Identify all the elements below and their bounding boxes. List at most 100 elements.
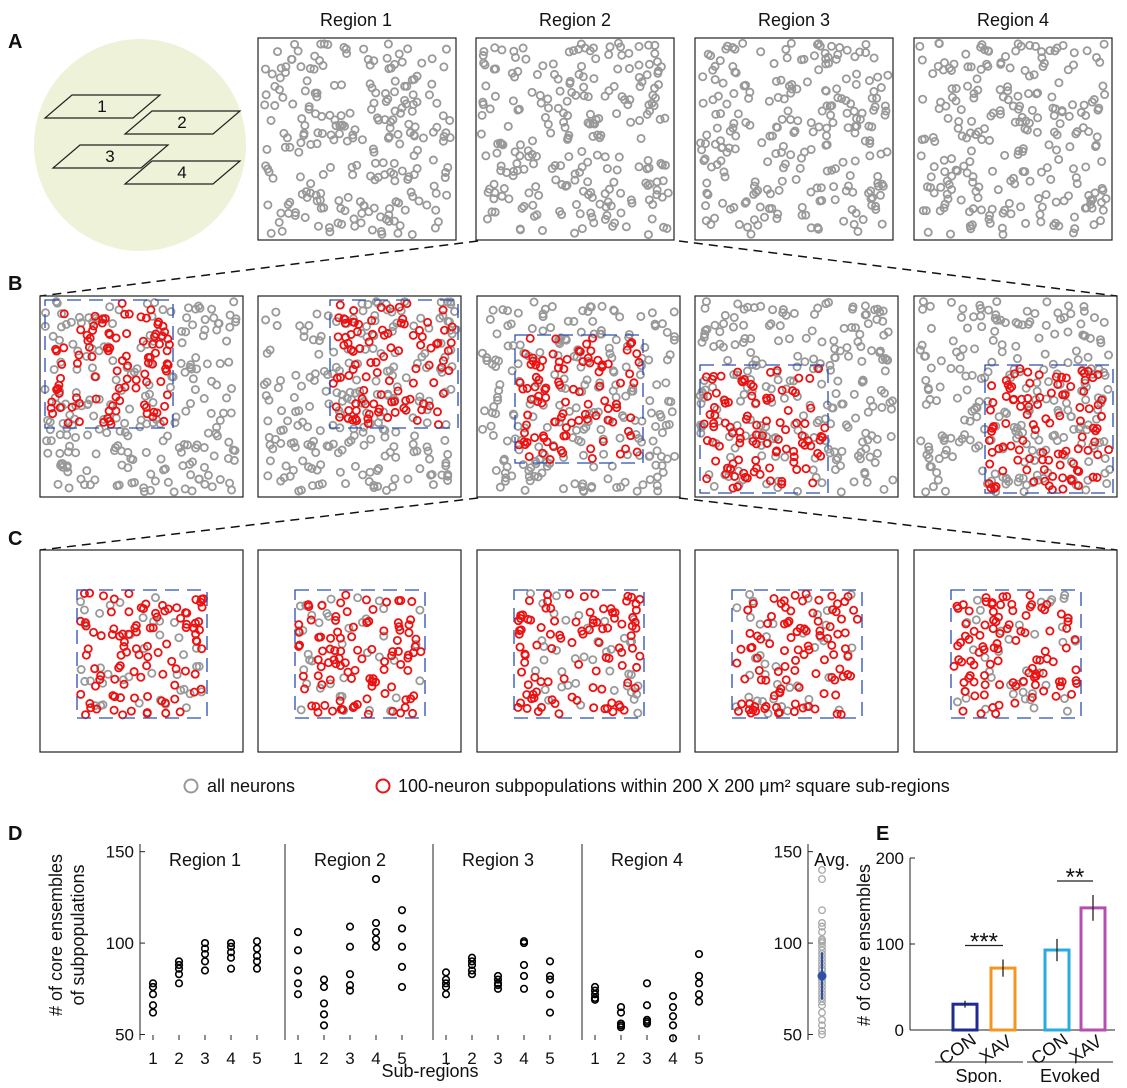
neuron	[917, 437, 924, 444]
neuron	[761, 660, 768, 667]
neuron	[111, 676, 118, 683]
panel-label: C	[8, 528, 22, 550]
neuron	[1064, 328, 1071, 335]
neuron	[847, 172, 854, 179]
neuron	[152, 594, 159, 601]
neuron	[369, 226, 376, 233]
neuron	[834, 631, 841, 638]
neuron	[143, 662, 150, 669]
neuron	[1035, 334, 1042, 341]
neuron	[840, 218, 847, 225]
neuron	[747, 614, 754, 621]
neuron	[810, 466, 817, 473]
neuron	[525, 189, 532, 196]
neuron	[590, 704, 597, 711]
neuron	[744, 224, 751, 231]
neuron	[228, 486, 235, 493]
neuron	[226, 324, 233, 331]
neuron	[1063, 399, 1070, 406]
neuron	[712, 458, 719, 465]
neuron	[1071, 213, 1078, 220]
neuron	[931, 163, 938, 170]
neuron	[152, 477, 159, 484]
neuron	[349, 171, 356, 178]
neuron	[637, 135, 644, 142]
neuron	[1059, 474, 1066, 481]
neuron	[77, 476, 84, 483]
neuron	[854, 228, 861, 235]
neuron	[1010, 690, 1017, 697]
neuron	[551, 618, 558, 625]
neuron	[781, 453, 788, 460]
neuron	[423, 201, 430, 208]
neuron	[323, 388, 330, 395]
data-point	[254, 965, 261, 972]
neuron	[1063, 374, 1070, 381]
neuron	[803, 335, 810, 342]
neuron	[712, 76, 719, 83]
neuron	[585, 401, 592, 408]
neuron	[182, 667, 189, 674]
neuron	[440, 112, 447, 119]
neuron	[272, 308, 279, 315]
neuron	[526, 453, 533, 460]
neuron	[592, 55, 599, 62]
data-point	[644, 1002, 651, 1009]
data-point	[547, 958, 554, 965]
neuron	[304, 77, 311, 84]
neuron	[645, 356, 652, 363]
neuron	[159, 306, 166, 313]
neuron	[977, 607, 984, 614]
neuron	[613, 110, 620, 117]
neuron	[262, 316, 269, 323]
neuron	[505, 123, 512, 130]
neuron	[187, 471, 194, 478]
neuron	[735, 110, 742, 117]
neuron	[345, 372, 352, 379]
neuron	[1063, 644, 1070, 651]
neuron	[96, 426, 103, 433]
neuron	[381, 690, 388, 697]
data-point	[202, 958, 209, 965]
neuron	[121, 420, 128, 427]
neuron	[89, 364, 96, 371]
neuron	[440, 63, 447, 70]
neuron	[811, 705, 818, 712]
neuron	[830, 337, 837, 344]
neuron	[1005, 636, 1012, 643]
neuron	[1061, 695, 1068, 702]
neuron	[757, 48, 764, 55]
neuron	[591, 590, 598, 597]
neuron	[394, 230, 401, 237]
neuron	[1023, 466, 1030, 473]
neuron	[810, 128, 817, 135]
schematic-label: 4	[177, 163, 186, 182]
neuron	[442, 421, 449, 428]
neuron	[168, 658, 175, 665]
neuron	[409, 108, 416, 115]
panel-label: B	[8, 273, 22, 295]
data-point	[399, 984, 406, 991]
neuron	[925, 229, 932, 236]
neuron	[703, 179, 710, 186]
data-point	[373, 920, 380, 927]
neuron	[544, 424, 551, 431]
y-tick-label: 150	[106, 843, 134, 862]
neuron	[931, 189, 938, 196]
neuron	[791, 667, 798, 674]
neuron	[919, 306, 926, 313]
neuron	[399, 167, 406, 174]
neuron	[192, 386, 199, 393]
neuron	[1039, 203, 1046, 210]
bar	[1045, 950, 1069, 1030]
neuron	[834, 600, 841, 607]
neuron	[650, 437, 657, 444]
neuron	[614, 65, 621, 72]
neuron	[648, 409, 655, 416]
neuron	[539, 62, 546, 69]
neuron	[391, 475, 398, 482]
neuron	[416, 465, 423, 472]
neuron	[529, 325, 536, 332]
x-tick-label: 5	[252, 1049, 261, 1068]
neuron	[201, 464, 208, 471]
